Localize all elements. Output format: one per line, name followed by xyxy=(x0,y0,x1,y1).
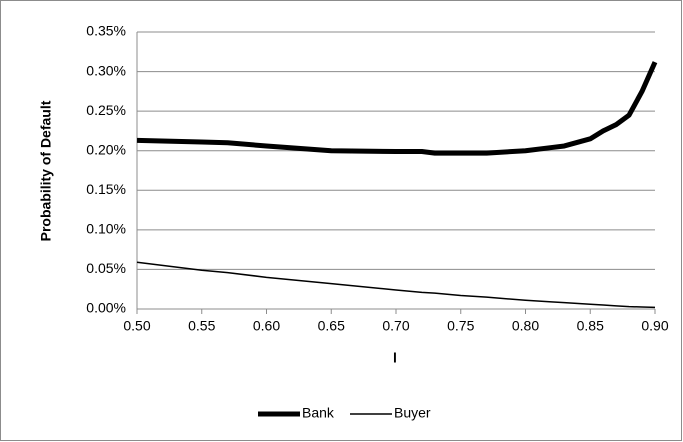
series-line xyxy=(136,61,658,156)
y-tick-label: 0.10% xyxy=(86,221,126,237)
legend-label: Bank xyxy=(302,405,335,421)
x-tick-label: 0.65 xyxy=(318,318,345,334)
y-tick-label: 0.15% xyxy=(86,181,126,197)
x-tick-label: 0.90 xyxy=(641,318,668,334)
y-tick-label: 0.30% xyxy=(86,62,126,78)
series-line xyxy=(136,261,656,309)
legend-label: Buyer xyxy=(394,405,431,421)
x-tick-label: 0.60 xyxy=(253,318,280,334)
y-tick-label: 0.20% xyxy=(86,141,126,157)
x-tick-label: 0.85 xyxy=(577,318,604,334)
x-tick-label: 0.75 xyxy=(447,318,474,334)
x-tick-label: 0.70 xyxy=(382,318,409,334)
y-tick-label: 0.05% xyxy=(86,260,126,276)
x-tick-label: 0.55 xyxy=(188,318,215,334)
x-tick-label: 0.50 xyxy=(123,318,150,334)
x-tick-label: 0.80 xyxy=(512,318,539,334)
y-tick-label: 0.00% xyxy=(86,300,126,316)
x-axis-label: l xyxy=(393,350,397,366)
y-tick-label: 0.35% xyxy=(86,23,126,39)
y-tick-label: 0.25% xyxy=(86,102,126,118)
y-axis-label: Probability of Default xyxy=(38,100,54,241)
